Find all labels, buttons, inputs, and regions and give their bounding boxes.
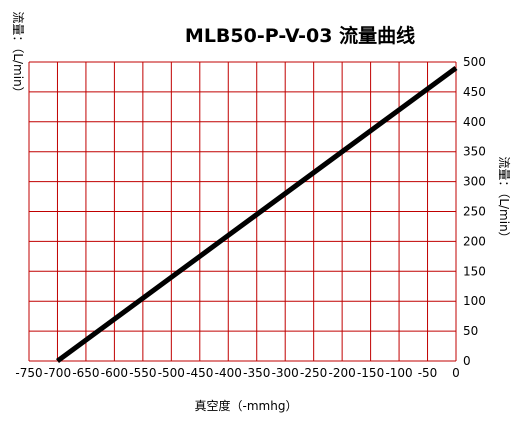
y-axis-label-right: 流量：（L/min） [497,156,511,243]
y-tick-label: 100 [463,294,486,308]
y-tick-label: 500 [463,55,486,69]
series-layer [55,65,458,364]
y-tick-label: 300 [463,175,486,189]
y-tick-label: 50 [463,324,478,338]
x-tick-label: 0 [452,366,460,380]
chart-title: MLB50-P-V-03 流量曲线 [185,24,415,47]
y-tick-label: 350 [463,145,486,159]
grid [28,61,457,362]
x-tick-label: -100 [385,366,412,380]
x-tick-label: -150 [357,366,384,380]
y-tick-label: 0 [463,354,471,368]
y-tick-label: 400 [463,115,486,129]
x-tick-label: -700 [44,366,71,380]
x-tick-label: -50 [418,366,438,380]
x-tick-label: -300 [272,366,299,380]
y-axis-ticks: 0 50 100 150 200 250 300 350 400 450 500 [463,55,486,368]
x-tick-label: -500 [158,366,185,380]
y-tick-label: 450 [463,85,486,99]
x-tick-label: -250 [300,366,327,380]
x-axis-label: 真空度（-mmhg） [195,398,298,413]
x-tick-label: -200 [329,366,356,380]
x-axis-ticks: -750 -700 -650 -600 -550 -500 -450 -400 -350 -300… [15,366,459,380]
x-tick-label: -350 [243,366,270,380]
x-tick-label: -600 [101,366,128,380]
x-tick-label: -550 [129,366,156,380]
y-tick-label: 150 [463,264,486,278]
y-tick-label: 250 [463,205,486,219]
y-axis-label-left: 流量：（L/min） [11,11,25,98]
y-tick-label: 200 [463,234,486,248]
x-tick-label: -650 [72,366,99,380]
x-tick-label: -400 [215,366,242,380]
x-tick-label: -750 [15,366,42,380]
x-tick-label: -450 [186,366,213,380]
series-line-0 [55,65,458,364]
